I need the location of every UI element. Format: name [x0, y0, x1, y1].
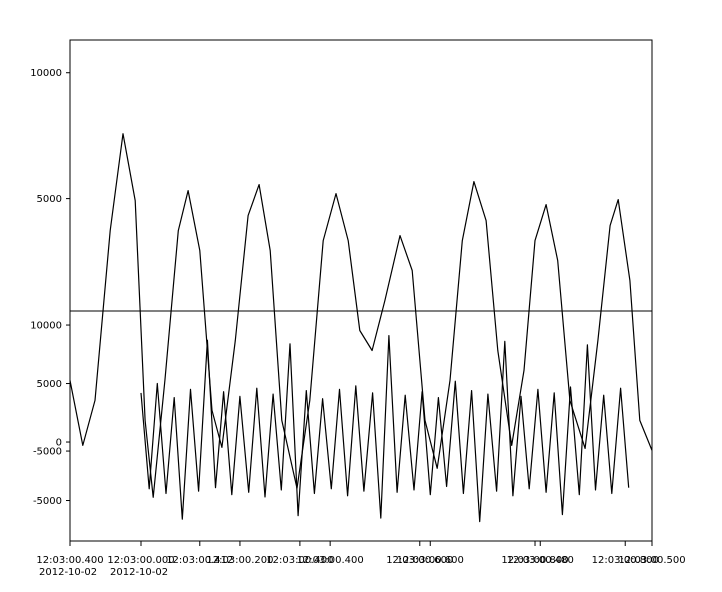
x-tick-label: 12:03:00.800 — [592, 555, 659, 566]
x-tick-label: 12:03:00.480 — [507, 555, 574, 566]
y-tick-label: -5000 — [33, 496, 62, 507]
series-line — [69, 133, 653, 498]
x-tick-label: 12:03:00.400 — [297, 555, 364, 566]
x-tick-label: 12:03:00.412 — [166, 555, 233, 566]
y-tick-label: 10000 — [30, 321, 62, 332]
x-tick-label: 12:03:00.600 — [386, 555, 453, 566]
y-tick-label: 10000 — [30, 68, 62, 79]
x-tick-label: 12:03:00.500 — [618, 555, 685, 566]
y-tick-label: 0 — [56, 438, 62, 449]
y-tick-label: 5000 — [37, 194, 62, 205]
x-tick-label: 12:03:00.200 — [206, 555, 273, 566]
x-tick-label: 12:03:00.400 2012-10-02 — [36, 555, 103, 578]
x-tick-label: 12:03:00.400 — [266, 555, 333, 566]
series-line — [140, 335, 630, 523]
x-tick-label: 12:03:00.600 — [397, 555, 464, 566]
axes-frame — [69, 39, 653, 542]
y-tick-label: 5000 — [37, 379, 62, 390]
x-tick-label: 12:03:00.000 2012-10-02 — [107, 555, 174, 578]
x-tick-label: 12:03:00.800 — [501, 555, 568, 566]
y-tick-label: -5000 — [33, 447, 62, 458]
